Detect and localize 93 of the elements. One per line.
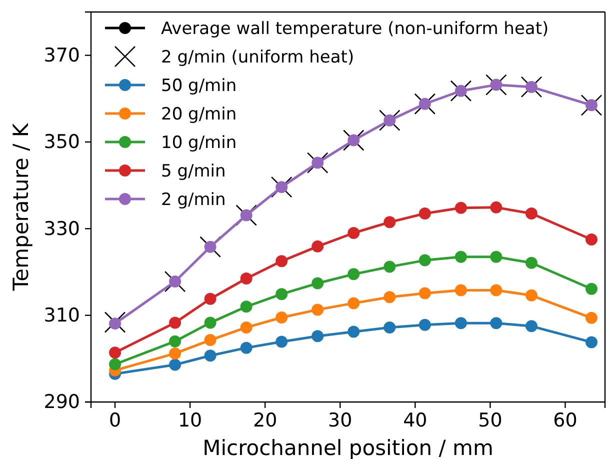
point bbox=[454, 84, 467, 97]
x-tick-label: 10 bbox=[178, 409, 202, 432]
legend-label: 2 g/min bbox=[161, 190, 226, 210]
x-tick-label: 60 bbox=[553, 409, 578, 432]
point bbox=[525, 80, 538, 93]
point bbox=[169, 276, 182, 288]
point bbox=[204, 350, 216, 362]
legend-label: Average wall temperature (non-uniform heat) bbox=[161, 19, 549, 39]
legend-label: 20 g/min bbox=[161, 104, 237, 124]
point bbox=[418, 98, 431, 110]
point bbox=[520, 76, 542, 98]
point bbox=[418, 287, 431, 300]
point bbox=[454, 317, 467, 330]
point bbox=[348, 326, 360, 338]
point bbox=[525, 320, 538, 332]
point bbox=[490, 250, 502, 263]
x-tick-label: 50 bbox=[478, 409, 502, 432]
point bbox=[240, 300, 252, 313]
point bbox=[490, 284, 502, 296]
y-tick-label: 330 bbox=[44, 218, 80, 240]
point bbox=[490, 78, 502, 91]
point bbox=[276, 312, 288, 324]
point bbox=[169, 335, 182, 348]
legend-label: 5 g/min bbox=[161, 162, 226, 182]
point bbox=[585, 312, 598, 324]
y-tick-label: 290 bbox=[44, 391, 80, 414]
point bbox=[312, 330, 324, 342]
legend-label: 2 g/min (uniform heat) bbox=[161, 48, 354, 68]
point bbox=[276, 336, 288, 348]
legend-label: 10 g/min bbox=[161, 133, 237, 153]
point bbox=[312, 277, 324, 290]
point bbox=[490, 201, 502, 214]
point bbox=[490, 317, 502, 330]
point bbox=[276, 181, 288, 194]
y-tick-label: 370 bbox=[44, 44, 80, 66]
point bbox=[240, 342, 252, 354]
point bbox=[169, 358, 182, 371]
point bbox=[454, 202, 467, 214]
y-axis-title: Temperature / K bbox=[9, 122, 33, 292]
point bbox=[276, 255, 288, 268]
point bbox=[312, 156, 324, 169]
point bbox=[306, 152, 328, 174]
point bbox=[585, 336, 598, 348]
point bbox=[486, 74, 507, 96]
point bbox=[454, 284, 467, 296]
point bbox=[384, 216, 396, 228]
point bbox=[384, 114, 396, 126]
point bbox=[169, 316, 182, 329]
point bbox=[240, 209, 252, 222]
point bbox=[204, 292, 216, 305]
x-tick-label: 30 bbox=[328, 409, 352, 432]
y-tick-label: 310 bbox=[44, 304, 80, 326]
x-axis-title: Microchannel position / mm bbox=[202, 436, 494, 459]
x-tick-label: 0 bbox=[108, 409, 122, 432]
point bbox=[348, 268, 360, 280]
point bbox=[204, 334, 216, 346]
point bbox=[418, 208, 431, 220]
point bbox=[240, 321, 252, 334]
point bbox=[418, 254, 431, 266]
point bbox=[169, 347, 182, 360]
point bbox=[109, 358, 122, 370]
point bbox=[450, 80, 472, 102]
point bbox=[418, 318, 431, 331]
point bbox=[454, 250, 467, 263]
x-tick-label: 20 bbox=[252, 409, 278, 432]
point bbox=[585, 234, 598, 246]
point bbox=[109, 346, 122, 359]
point bbox=[312, 240, 324, 252]
y-tick-label: 350 bbox=[44, 131, 80, 154]
point bbox=[525, 208, 538, 220]
point bbox=[276, 288, 288, 300]
point bbox=[348, 134, 360, 146]
point bbox=[240, 272, 252, 284]
point bbox=[414, 93, 436, 115]
point bbox=[384, 321, 396, 334]
x-tick-label: 40 bbox=[403, 409, 428, 432]
point bbox=[109, 318, 122, 330]
point bbox=[384, 291, 396, 304]
legend-label: 50 g/min bbox=[161, 76, 237, 96]
point bbox=[348, 227, 360, 239]
point bbox=[270, 176, 292, 198]
point bbox=[580, 94, 602, 116]
point bbox=[312, 304, 324, 316]
point bbox=[384, 260, 396, 273]
point bbox=[204, 316, 216, 329]
point bbox=[585, 282, 598, 295]
point bbox=[342, 130, 364, 151]
point bbox=[348, 297, 360, 310]
point bbox=[104, 312, 126, 333]
point bbox=[204, 240, 216, 253]
point bbox=[525, 256, 538, 269]
point bbox=[525, 289, 538, 302]
point bbox=[585, 99, 598, 112]
